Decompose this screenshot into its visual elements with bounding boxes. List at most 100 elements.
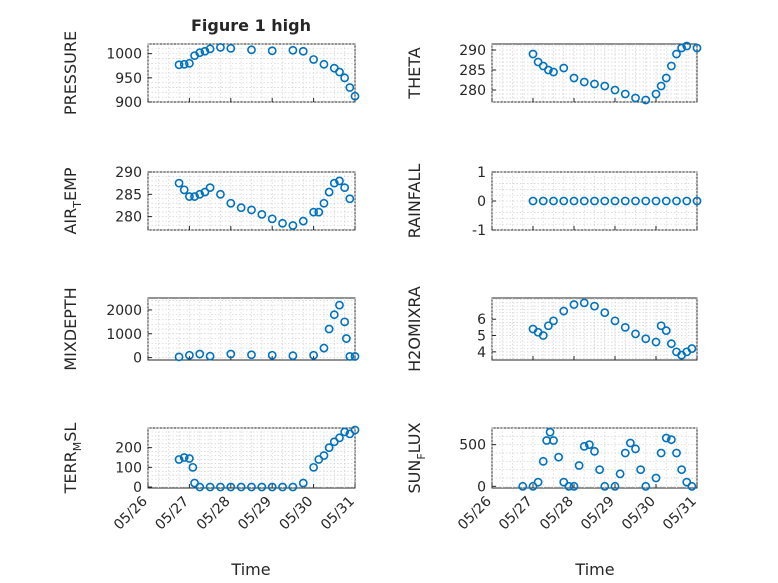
x-tick-label: 05/30 xyxy=(619,494,659,534)
data-point xyxy=(267,482,277,492)
data-point xyxy=(335,300,344,310)
data-point xyxy=(631,196,640,206)
data-point xyxy=(620,89,630,99)
data-point xyxy=(309,207,318,217)
y-tick-label: 6 xyxy=(477,312,486,328)
subplot-air-temp: 280 285 290 AIRTEMP xyxy=(61,165,356,235)
data-point xyxy=(538,456,548,466)
data-point xyxy=(267,214,277,224)
x-tick-label: 05/30 xyxy=(277,494,317,534)
data-point xyxy=(569,481,579,491)
data-point xyxy=(257,482,267,492)
subplot-h2omixra: 456 H2OMIXRA xyxy=(405,286,698,372)
data-point xyxy=(692,43,702,53)
data-point xyxy=(533,477,543,487)
data-point xyxy=(309,350,318,360)
data-point xyxy=(247,205,256,215)
data-point xyxy=(549,436,558,445)
data-point xyxy=(195,482,205,492)
data-point xyxy=(247,350,256,360)
y-axis-label: SUNFLUX xyxy=(405,422,428,493)
figure-title: Figure 1 high xyxy=(191,16,311,35)
data-point xyxy=(610,196,620,206)
data-point xyxy=(298,46,308,56)
subplot-theta: 280 285 290 THETA xyxy=(405,41,702,105)
data-point xyxy=(236,203,246,213)
x-tick-label: 05/26 xyxy=(455,493,495,533)
data-point xyxy=(620,196,630,206)
data-point xyxy=(340,183,350,193)
data-point xyxy=(600,481,610,491)
grid-lines xyxy=(491,44,698,103)
data-point xyxy=(528,481,538,491)
data-point xyxy=(549,67,558,77)
y-tick-label: 1000 xyxy=(106,327,142,343)
data-point xyxy=(569,300,579,309)
data-series xyxy=(528,41,702,105)
data-point xyxy=(687,344,697,353)
data-point xyxy=(528,196,538,206)
data-point xyxy=(174,60,184,70)
data-point xyxy=(672,196,681,206)
data-point xyxy=(610,481,620,491)
y-axis-label: TERRMSL xyxy=(61,423,84,495)
data-point xyxy=(543,321,553,331)
data-point xyxy=(184,192,194,201)
data-point xyxy=(298,216,308,226)
data-point xyxy=(319,59,329,69)
data-series xyxy=(174,42,360,101)
data-point xyxy=(559,477,569,487)
y-axis-label: MIXDEPTH xyxy=(61,287,80,370)
subplot-sun-flux: 0 500 05/26 05/27 05/28 05/29 05/30 05/31 SUNFLU… xyxy=(405,422,700,533)
data-point xyxy=(682,41,692,51)
data-point xyxy=(226,349,236,359)
grid-lines xyxy=(491,427,698,488)
data-point xyxy=(656,448,666,458)
data-point xyxy=(590,301,599,311)
data-point xyxy=(666,61,676,71)
data-point xyxy=(615,469,625,479)
data-point xyxy=(267,46,277,56)
data-point xyxy=(335,176,344,186)
data-point xyxy=(345,83,355,92)
y-tick-label: 500 xyxy=(459,438,486,454)
data-point xyxy=(247,482,256,492)
data-point xyxy=(179,185,189,195)
data-point xyxy=(288,482,298,492)
data-series xyxy=(174,176,355,230)
data-point xyxy=(324,324,334,334)
subplot-pressure: 900 950 1000 PRESSURE xyxy=(61,31,360,115)
data-point xyxy=(195,349,205,359)
data-point xyxy=(288,351,298,361)
data-point xyxy=(324,443,334,453)
y-axis-label: PRESSURE xyxy=(61,31,80,115)
data-point xyxy=(641,196,651,206)
subplot-terr-msl: 0 100 200 05/26 05/27 05/28 05/29 05/30 05/31 TER… xyxy=(61,423,360,534)
data-point xyxy=(543,65,553,75)
data-point xyxy=(559,306,569,316)
y-tick-label: 1000 xyxy=(106,47,142,63)
data-point xyxy=(345,352,355,361)
axes-box xyxy=(491,427,698,489)
data-point xyxy=(666,435,676,445)
y-tick-label: 200 xyxy=(115,441,142,457)
data-point xyxy=(350,91,360,101)
data-point xyxy=(641,95,651,105)
data-point xyxy=(205,183,215,193)
data-point xyxy=(216,189,225,199)
y-tick-label: -1 xyxy=(472,223,486,239)
y-tick-label: 950 xyxy=(115,71,142,87)
data-point xyxy=(672,49,681,59)
data-point xyxy=(610,85,620,95)
y-tick-label: 900 xyxy=(115,95,142,111)
y-tick-label: 290 xyxy=(115,165,142,181)
y-tick-label: 4 xyxy=(477,345,486,361)
grid-lines xyxy=(491,171,698,231)
data-point xyxy=(190,192,199,201)
data-series xyxy=(174,425,360,492)
x-tick-label: 05/26 xyxy=(111,493,151,533)
data-point xyxy=(538,331,548,340)
data-point xyxy=(288,221,298,230)
data-point xyxy=(267,350,277,360)
y-tick-label: 0 xyxy=(477,194,486,210)
